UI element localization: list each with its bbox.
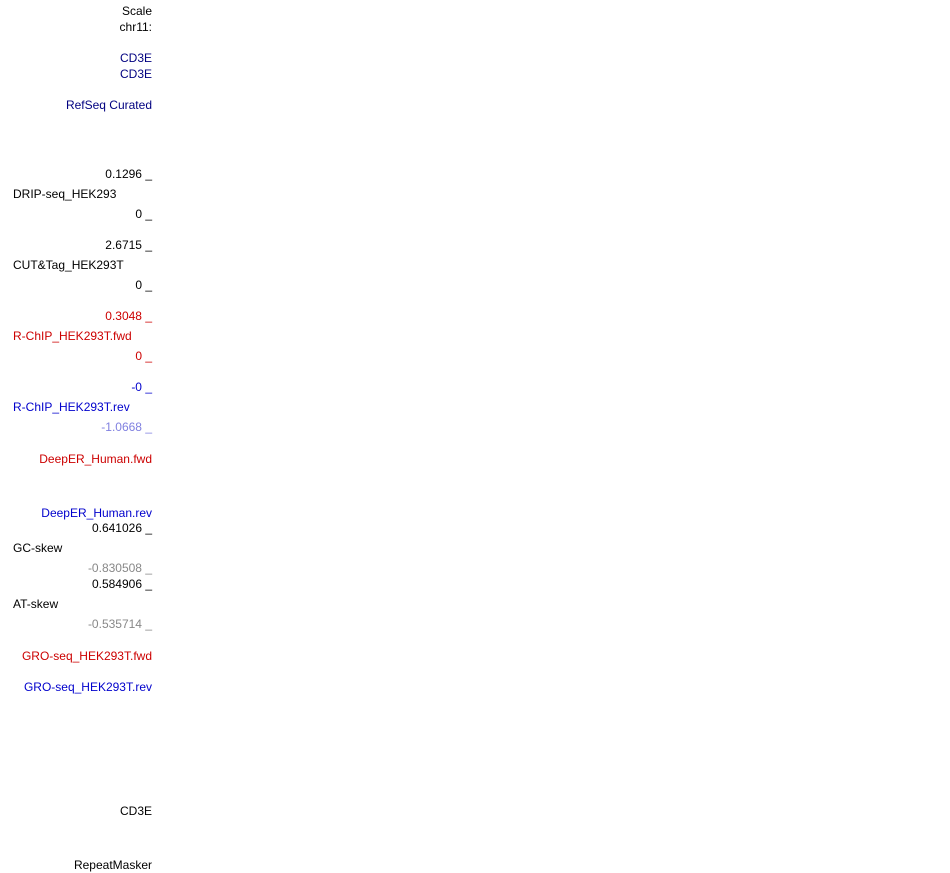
scale-label: Scale [121,4,152,18]
gene-label-cd3e-1[interactable]: CD3E [119,51,152,65]
track-label-refseq-curated[interactable]: RefSeq Curated [65,98,152,112]
track-label-gro-seq-rev[interactable]: GRO-seq_HEK293T.rev [23,680,152,694]
drip-min-value: 0 _ [135,207,152,221]
track-label-rchip-rev[interactable]: R-ChIP_HEK293T.rev [13,400,130,414]
gene-label-cd3e-2[interactable]: CD3E [119,67,152,81]
track-label-rchip-fwd[interactable]: R-ChIP_HEK293T.fwd [13,329,132,343]
rchip-fwd-max-value: 0.3048 _ [105,309,152,323]
rchip-rev-max-value: -0 _ [131,380,152,394]
gc-skew-max-value: 0.641026 _ [91,521,152,535]
track-label-deeper-fwd[interactable]: DeepER_Human.fwd [39,452,152,466]
gene-label-cd3e-3[interactable]: CD3E [119,804,152,818]
drip-max-value: 0.1296 _ [105,167,152,181]
track-label-at-skew[interactable]: AT-skew [13,597,59,611]
cut-min-value: 0 _ [135,278,152,292]
rchip-rev-min-value: -1.0668 _ [101,420,152,434]
track-label-gc-skew[interactable]: GC-skew [13,541,63,555]
chromosome-label: chr11: [119,20,152,34]
track-label-drip-seq[interactable]: DRIP-seq_HEK293 [13,187,117,201]
track-label-repeatmasker[interactable]: RepeatMasker [73,858,152,872]
track-label-cut-tag[interactable]: CUT&Tag_HEK293T [13,258,124,272]
track-data-area[interactable] [160,0,950,873]
rchip-fwd-min-value: 0 _ [135,349,152,363]
track-label-panel: Scale chr11: CD3E CD3E RefSeq Curated 0.… [0,0,160,873]
track-label-deeper-rev[interactable]: DeepER_Human.rev [41,506,152,520]
cut-max-value: 2.6715 _ [105,238,152,252]
at-skew-max-value: 0.584906 _ [91,577,152,591]
track-label-gro-seq-fwd[interactable]: GRO-seq_HEK293T.fwd [21,649,152,663]
gc-skew-min-value: -0.830508 _ [87,561,152,575]
at-skew-min-value: -0.535714 _ [87,617,152,631]
